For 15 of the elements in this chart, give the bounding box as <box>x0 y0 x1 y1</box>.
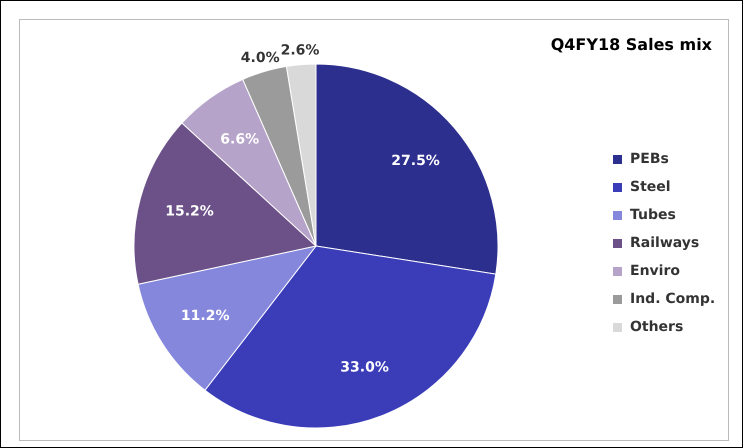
legend-label: Tubes <box>630 206 676 225</box>
legend-label: PEBs <box>630 150 669 169</box>
data-label: 2.6% <box>280 42 320 59</box>
legend-label: Steel <box>630 178 671 197</box>
data-label: 4.0% <box>240 50 280 66</box>
data-label: 33.0% <box>340 360 389 376</box>
chart-title: Q4FY18 Sales mix <box>550 35 712 54</box>
data-label: 27.5% <box>391 152 440 169</box>
legend-label: Others <box>630 318 684 337</box>
legend-label: Railways <box>630 234 700 253</box>
data-label: 15.2% <box>165 204 214 220</box>
legend-label: Ind. Comp. <box>630 290 716 309</box>
legend-label: Enviro <box>630 262 680 281</box>
data-label: 11.2% <box>180 308 230 324</box>
data-label: 6.6% <box>220 131 260 148</box>
